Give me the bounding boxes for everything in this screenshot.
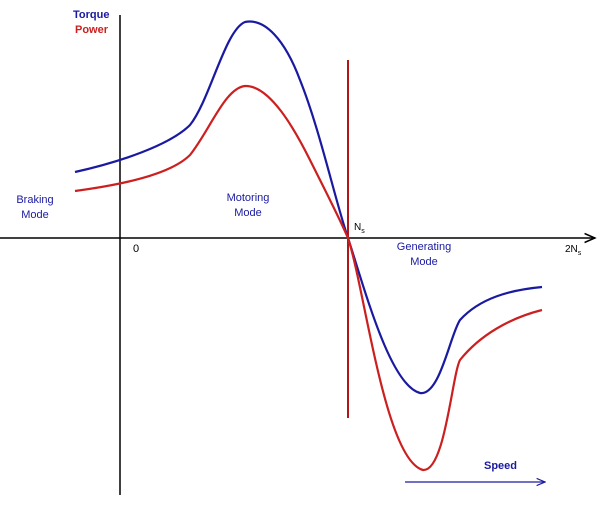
double-main: 2N <box>565 244 578 255</box>
region-label: Generating <box>397 241 451 253</box>
region-label: Mode <box>234 207 262 219</box>
double-sub: s <box>578 250 582 257</box>
region-label: Motoring <box>227 192 270 204</box>
speed-label: Speed <box>484 460 517 472</box>
region-label: Braking <box>16 194 53 206</box>
legend-torque: Torque <box>73 9 109 21</box>
origin-label: 0 <box>133 243 139 255</box>
torque-curve <box>74 20 543 395</box>
region-label: Mode <box>410 256 438 268</box>
power-curve <box>74 84 543 472</box>
region-label: Mode <box>21 209 49 221</box>
sync-main: N <box>354 222 361 233</box>
sync-sub: s <box>361 228 365 235</box>
sync-label: Ns <box>354 222 365 235</box>
legend-power: Power <box>75 24 109 36</box>
double-sync-label: 2Ns <box>565 244 582 257</box>
